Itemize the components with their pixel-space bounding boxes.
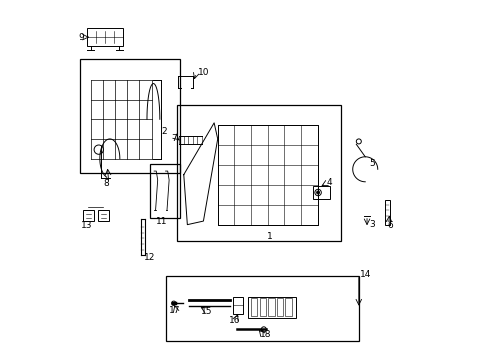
Bar — [176, 105, 340, 241]
Bar — [165, 276, 358, 341]
Bar — [87, 28, 123, 46]
Text: 2: 2 — [161, 127, 166, 136]
Bar — [83, 210, 94, 221]
Bar — [276, 298, 283, 316]
Text: 16: 16 — [229, 315, 240, 324]
Text: 18: 18 — [259, 330, 270, 339]
Circle shape — [316, 191, 319, 194]
Text: 11: 11 — [156, 217, 167, 226]
Bar — [80, 59, 180, 173]
Text: 13: 13 — [81, 221, 92, 230]
Bar — [149, 164, 180, 217]
Text: 6: 6 — [386, 221, 392, 230]
Text: 5: 5 — [368, 159, 374, 168]
Text: 8: 8 — [103, 179, 108, 188]
Bar — [267, 298, 274, 316]
Bar — [384, 201, 389, 225]
Bar — [259, 298, 265, 316]
Text: 15: 15 — [201, 307, 212, 316]
Text: 17: 17 — [168, 306, 180, 315]
Text: 10: 10 — [197, 68, 209, 77]
Text: 3: 3 — [368, 220, 374, 229]
Bar — [312, 186, 329, 199]
Text: 4: 4 — [325, 178, 331, 187]
Text: 1: 1 — [267, 231, 272, 240]
Text: 14: 14 — [360, 270, 371, 279]
Bar — [250, 298, 257, 316]
Text: 7: 7 — [171, 134, 177, 143]
Bar — [217, 125, 317, 225]
Text: 12: 12 — [143, 253, 155, 262]
Bar — [98, 210, 108, 221]
Bar — [233, 297, 243, 314]
Bar — [247, 297, 296, 318]
Bar — [285, 298, 291, 316]
Text: 9: 9 — [79, 33, 84, 42]
